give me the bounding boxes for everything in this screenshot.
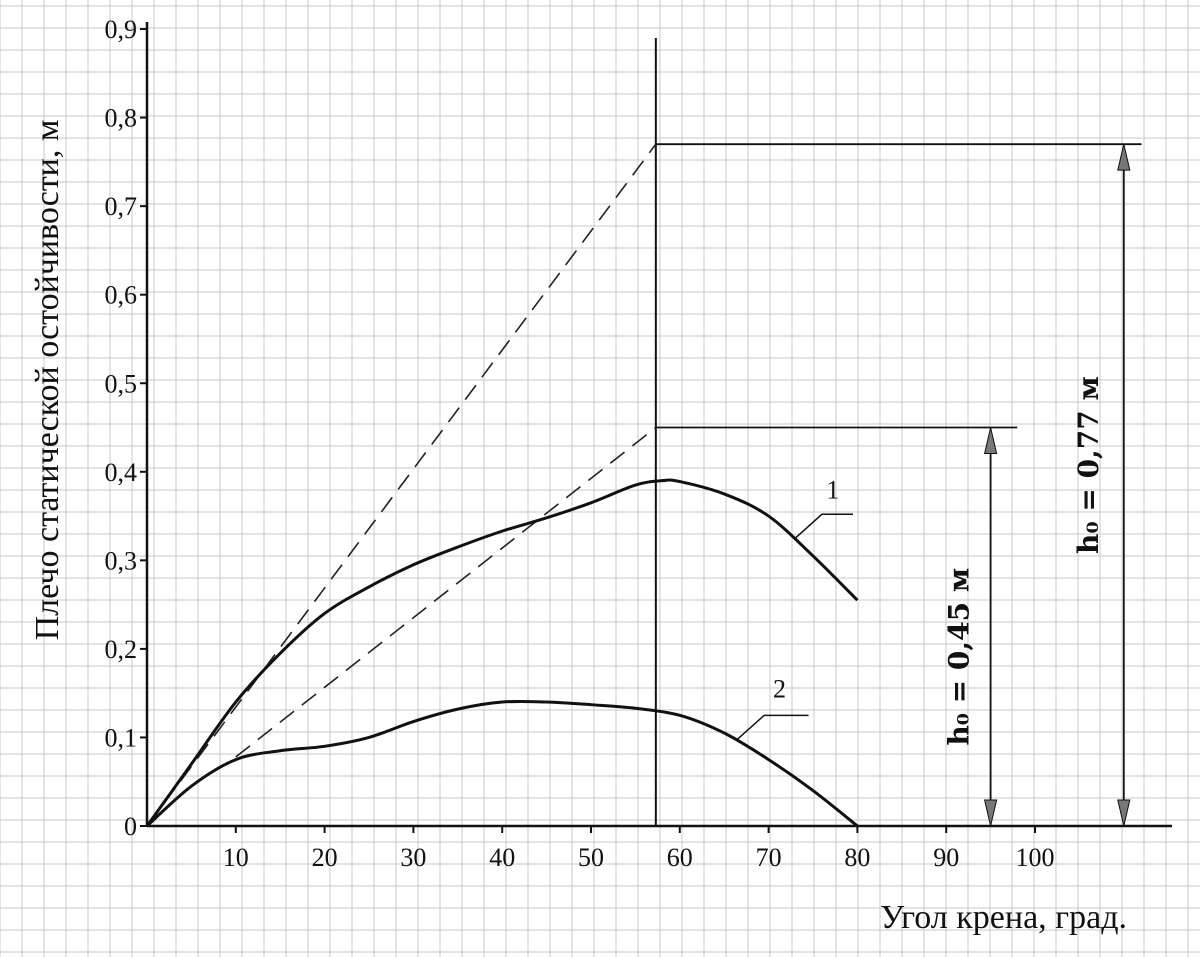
x-tick-label: 100 — [1016, 843, 1055, 872]
y-axis-label: Плечо статической остойчивости, м — [29, 120, 66, 641]
x-tick-label: 20 — [312, 843, 338, 872]
series-curve-2 — [145, 699, 859, 828]
y-tick-label: 0,4 — [105, 458, 138, 487]
series-curve-1 — [145, 478, 859, 827]
h0-arrow-down-2 — [1117, 799, 1131, 827]
series-group — [145, 478, 859, 828]
x-tick-label: 40 — [489, 843, 515, 872]
axes — [145, 22, 1172, 828]
h0-arrow-down-1 — [983, 799, 998, 827]
tangent-line-1 — [146, 143, 657, 827]
y-tick-label: 0,2 — [105, 635, 138, 664]
y-tick-label: 0,7 — [105, 192, 138, 221]
y-tick-label: 0,5 — [105, 369, 138, 398]
x-tick-label: 50 — [578, 843, 604, 872]
x-tick-label: 80 — [844, 843, 870, 872]
construction-lines — [146, 38, 1142, 827]
x-tick-label: 90 — [933, 843, 959, 872]
y-tick-label: 0,1 — [105, 723, 138, 752]
ticks: 10 20 30 40 50 60 70 80 90 100 0 0,1 0,2 0,3 0,4 0,5 0,6… — [105, 15, 1055, 872]
y-tick-label: 0,9 — [105, 15, 138, 44]
y-tick-label: 0,3 — [105, 546, 138, 575]
y-tick-label: 0,6 — [105, 281, 138, 310]
y-tick-label: 0,8 — [105, 104, 138, 133]
x-tick-label: 30 — [400, 843, 426, 872]
x-tick-label: 60 — [667, 843, 693, 872]
x-tick-label: 70 — [756, 843, 782, 872]
curve-label-2: 2 — [773, 675, 786, 704]
h0-label-045: h₀ = 0,45 м — [943, 568, 976, 746]
curve-1-leader — [794, 513, 853, 539]
tangent-line-2 — [235, 426, 657, 758]
h0-label-077: h₀ = 0,77 м — [1072, 376, 1105, 554]
h0-arrow-up-2 — [1117, 144, 1131, 171]
h0-arrow-up-1 — [983, 427, 998, 455]
x-tick-label: 10 — [223, 843, 249, 872]
y-tick-label: 0 — [124, 812, 137, 841]
x-axis-label: Угол крена, град. — [880, 899, 1127, 936]
curve-label-1: 1 — [826, 475, 839, 504]
curve-2-leader — [737, 714, 809, 740]
